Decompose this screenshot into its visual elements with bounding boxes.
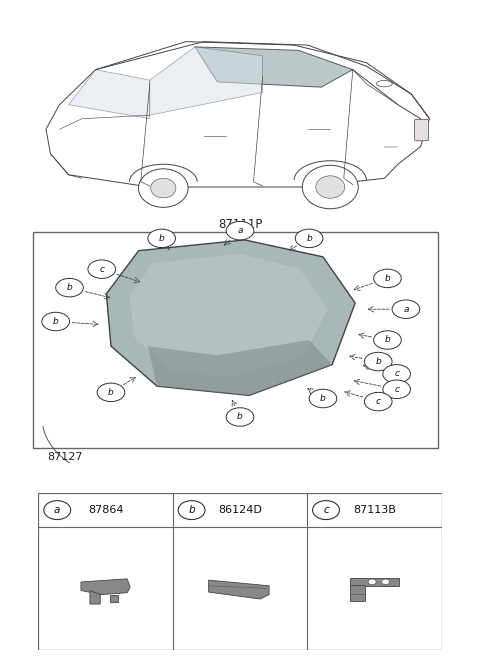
Text: b: b: [375, 357, 381, 366]
Text: c: c: [394, 369, 399, 378]
Circle shape: [309, 389, 337, 408]
Circle shape: [226, 408, 254, 426]
Ellipse shape: [376, 81, 392, 87]
Polygon shape: [107, 240, 355, 396]
Circle shape: [42, 312, 70, 330]
FancyBboxPatch shape: [415, 120, 429, 141]
Circle shape: [88, 260, 116, 279]
Text: 87127: 87127: [47, 451, 83, 462]
Polygon shape: [148, 340, 332, 396]
Circle shape: [368, 579, 376, 585]
Text: 86124D: 86124D: [218, 505, 262, 515]
Text: b: b: [188, 505, 195, 515]
Polygon shape: [90, 591, 100, 604]
Text: b: b: [320, 394, 326, 403]
Circle shape: [373, 330, 401, 350]
Circle shape: [56, 279, 84, 297]
Text: c: c: [394, 385, 399, 394]
Text: b: b: [237, 413, 243, 422]
Circle shape: [364, 392, 392, 411]
Text: 87864: 87864: [88, 505, 123, 515]
Circle shape: [148, 229, 176, 248]
Text: 87111P: 87111P: [218, 218, 262, 231]
Text: c: c: [376, 397, 381, 406]
Text: 87113B: 87113B: [353, 505, 396, 515]
Text: b: b: [384, 336, 390, 344]
Circle shape: [382, 579, 390, 585]
Circle shape: [97, 383, 125, 401]
Text: a: a: [54, 505, 60, 515]
Circle shape: [44, 501, 71, 520]
Text: b: b: [384, 274, 390, 283]
Polygon shape: [150, 47, 263, 115]
Polygon shape: [130, 254, 327, 377]
Text: c: c: [99, 265, 104, 274]
Circle shape: [139, 169, 188, 208]
Circle shape: [392, 300, 420, 319]
Text: b: b: [306, 234, 312, 243]
Polygon shape: [69, 70, 150, 119]
Polygon shape: [350, 585, 365, 601]
Circle shape: [226, 221, 254, 240]
Circle shape: [295, 229, 323, 248]
Circle shape: [178, 501, 205, 520]
Text: b: b: [159, 234, 165, 243]
Text: b: b: [108, 388, 114, 397]
Circle shape: [364, 352, 392, 371]
Circle shape: [312, 501, 339, 520]
Text: b: b: [67, 283, 72, 292]
Text: c: c: [323, 505, 329, 515]
Polygon shape: [81, 579, 130, 595]
Circle shape: [151, 178, 176, 198]
Polygon shape: [350, 578, 399, 586]
Circle shape: [373, 269, 401, 288]
Circle shape: [302, 166, 358, 209]
Polygon shape: [209, 580, 269, 599]
Polygon shape: [195, 47, 353, 87]
Circle shape: [383, 380, 410, 399]
Circle shape: [316, 176, 345, 198]
Text: a: a: [403, 305, 408, 313]
Text: a: a: [237, 226, 243, 235]
Polygon shape: [110, 595, 118, 602]
Text: b: b: [53, 317, 59, 326]
Circle shape: [383, 365, 410, 383]
